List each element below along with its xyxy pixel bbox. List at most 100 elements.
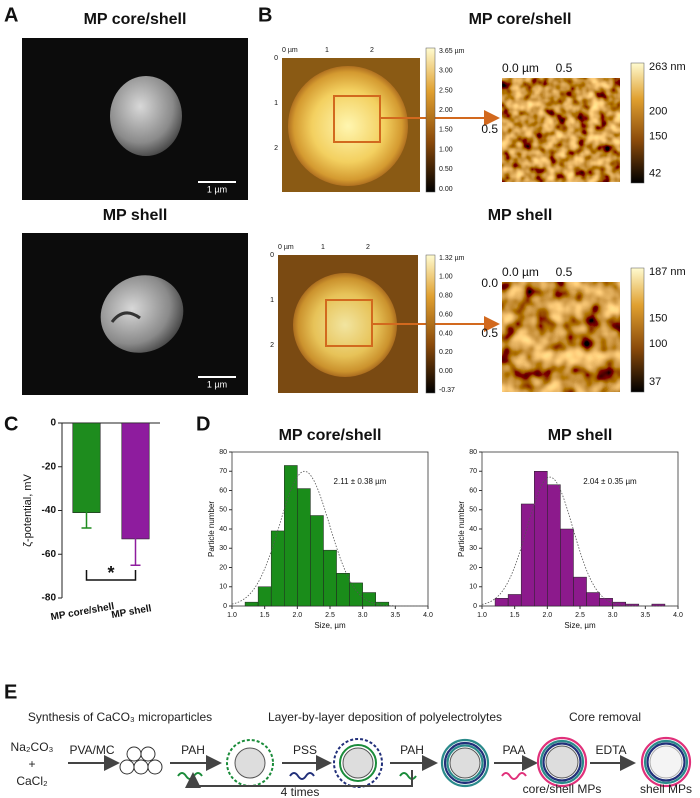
panel-label: B <box>258 4 272 26</box>
y-tick-label: 30 <box>219 545 227 552</box>
x-tick-label: 4.0 <box>423 612 433 619</box>
x-tick-label: 2.5 <box>575 612 585 619</box>
core <box>342 747 374 779</box>
histogram-bar <box>651 603 666 607</box>
fit-curve <box>481 476 678 607</box>
crystal-cluster <box>119 746 163 775</box>
y-tick-label: 70 <box>219 468 227 475</box>
chart-title: MP core/shell <box>279 427 382 444</box>
histogram-bar <box>573 576 587 607</box>
x-tick-label: 1.5 <box>260 612 270 619</box>
step-label: PSS <box>293 743 317 757</box>
particle <box>110 76 182 156</box>
y-tick-label: 30 <box>469 545 477 552</box>
x-tick-label: 3.5 <box>390 612 400 619</box>
y-axis-label: Particle number <box>457 501 466 557</box>
axis-tick-label: 1 <box>274 100 278 107</box>
product: core/shell MPs <box>523 782 602 796</box>
heading: Synthesis of CaCO₃ microparticles <box>28 710 212 724</box>
colorbar <box>630 267 645 393</box>
colorbar-label: 200 <box>649 106 667 118</box>
colorbar-label: 0.00 <box>439 368 453 375</box>
multilayer <box>440 738 490 788</box>
fit-annotation: 2.11 ± 0.38 µm <box>334 477 387 486</box>
colorbar-label: 100 <box>649 338 667 350</box>
y-tick-label: 10 <box>469 584 477 591</box>
axis-tick-label: 0 <box>274 55 278 62</box>
y-tick-label: 0 <box>223 603 227 610</box>
polymer <box>399 772 417 780</box>
loop-label: 4 times <box>281 785 320 798</box>
histogram-bar <box>349 582 363 607</box>
step-label: PAH <box>400 743 424 757</box>
axis-tick-label: 0 µm <box>278 244 294 251</box>
histogram-bar <box>560 528 574 607</box>
colorbar-label: 263 nm <box>649 61 686 73</box>
colorbar <box>425 254 436 394</box>
x-tick-label: MP core/shell <box>50 601 115 623</box>
error-bar <box>130 511 141 566</box>
y-tick-label: 40 <box>469 526 477 533</box>
colorbar-label: 0.40 <box>439 330 453 337</box>
image-title: MP shell <box>103 207 168 224</box>
x-tick-label: 3.5 <box>640 612 650 619</box>
image-title: MP core/shell <box>84 11 187 28</box>
y-axis-label: Particle number <box>207 501 216 557</box>
x-tick-label: 2.5 <box>325 612 335 619</box>
colorbar-label: -0.37 <box>439 387 455 394</box>
y-axis-label: ζ-potential, mV <box>22 473 34 546</box>
histogram-bar <box>244 601 259 607</box>
step-label: PAA <box>502 743 525 757</box>
colorbar-label: 2.50 <box>439 87 453 94</box>
x-tick-label: 4.0 <box>673 612 683 619</box>
colorbar-label: 1.32 µm <box>439 255 465 262</box>
histogram-bar <box>520 503 535 607</box>
colorbar-label: 1.00 <box>439 146 453 153</box>
colorbar-label: 150 <box>649 312 667 324</box>
afm-inset <box>502 78 620 182</box>
x-tick-label: 2.0 <box>542 612 552 619</box>
histogram-bar <box>310 515 324 607</box>
step-label: PVA/MC <box>69 743 114 757</box>
hollow <box>649 745 683 779</box>
y-tick-label: 0 <box>50 418 56 429</box>
multilayer <box>640 736 692 788</box>
y-tick-label: 40 <box>219 526 227 533</box>
y-tick-label: 80 <box>219 449 227 456</box>
histogram-bar <box>494 598 509 607</box>
reagent: + <box>28 757 35 771</box>
sem-panel: MP core/shell 1 µm MP shell 1 µm <box>22 11 248 395</box>
scale-label: 1 µm <box>207 184 227 194</box>
scheme: Synthesis of CaCO₃ microparticles Layer-… <box>11 710 692 798</box>
colorbar-label: 0.00 <box>439 186 453 193</box>
axis-tick-label: 2 <box>366 244 370 251</box>
image-title: MP shell <box>488 207 553 224</box>
layer <box>339 744 377 782</box>
loop-arrow <box>185 770 413 788</box>
axis-tick-label: 0.0 µm <box>502 265 539 279</box>
polymer <box>501 772 527 780</box>
y-tick-label: 80 <box>469 449 477 456</box>
panel-label: A <box>4 4 18 26</box>
x-tick-label: 2.0 <box>292 612 302 619</box>
reagent: CaCl₂ <box>16 774 48 788</box>
axis-tick-label: 2 <box>270 342 274 349</box>
chart-title: MP shell <box>548 427 613 444</box>
axis-tick-label: 2 <box>370 47 374 54</box>
panel-label: C <box>4 413 18 435</box>
panel-label: E <box>4 681 17 703</box>
y-tick-label: 50 <box>219 507 227 514</box>
colorbar-label: 0.80 <box>439 293 453 300</box>
histogram-bar <box>284 465 298 607</box>
histogram-bar <box>586 592 600 607</box>
significance-label: * <box>107 563 114 583</box>
colorbar <box>425 47 436 193</box>
colorbar-label: 0.50 <box>439 166 453 173</box>
x-tick-label: 3.0 <box>608 612 618 619</box>
colorbar-label: 3.65 µm <box>439 48 465 55</box>
fit-curve <box>231 470 428 607</box>
histogram-bar <box>257 586 272 607</box>
y-tick-label: 20 <box>469 564 477 571</box>
histogram-bar <box>547 484 561 607</box>
